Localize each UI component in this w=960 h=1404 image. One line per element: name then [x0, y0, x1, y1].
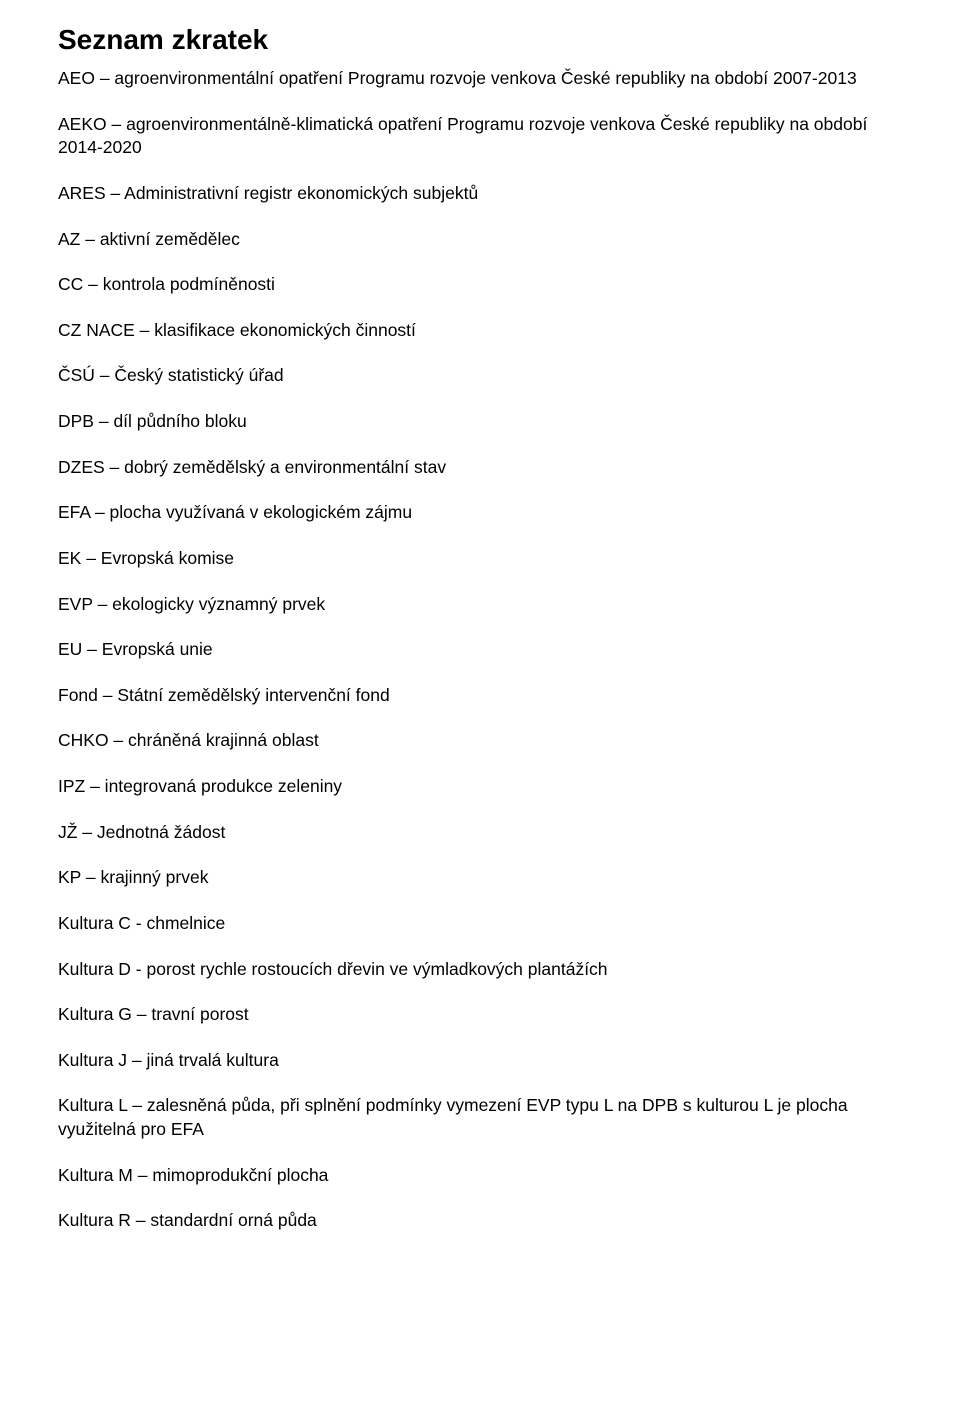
abbrev-entry: ČSÚ – Český statistický úřad [58, 364, 902, 388]
abbrev-entry: Kultura D - porost rychle rostoucích dře… [58, 958, 902, 982]
document-page: Seznam zkratek AEO – agroenvironmentální… [0, 0, 960, 1295]
abbrev-entry: Kultura L – zalesněná půda, při splnění … [58, 1094, 902, 1141]
abbrev-entry: Kultura R – standardní orná půda [58, 1209, 902, 1233]
abbrev-entry: CC – kontrola podmíněnosti [58, 273, 902, 297]
abbrev-entry: Kultura G – travní porost [58, 1003, 902, 1027]
abbrev-entry: Kultura C - chmelnice [58, 912, 902, 936]
abbrev-entry: EU – Evropská unie [58, 638, 902, 662]
abbrev-entry: DPB – díl půdního bloku [58, 410, 902, 434]
abbrev-entry: ARES – Administrativní registr ekonomick… [58, 182, 902, 206]
abbrev-entry: CZ NACE – klasifikace ekonomických činno… [58, 319, 902, 343]
page-title: Seznam zkratek [58, 22, 902, 57]
abbrev-entry: CHKO – chráněná krajinná oblast [58, 729, 902, 753]
abbrev-entry: Kultura M – mimoprodukční plocha [58, 1164, 902, 1188]
abbrev-entry: Kultura J – jiná trvalá kultura [58, 1049, 902, 1073]
abbrev-entry: IPZ – integrovaná produkce zeleniny [58, 775, 902, 799]
abbrev-entry: DZES – dobrý zemědělský a environmentáln… [58, 456, 902, 480]
abbrev-entry: KP – krajinný prvek [58, 866, 902, 890]
abbrev-entry: JŽ – Jednotná žádost [58, 821, 902, 845]
abbrev-entry: Fond – Státní zemědělský intervenční fon… [58, 684, 902, 708]
abbrev-entry: AEKO – agroenvironmentálně-klimatická op… [58, 113, 902, 160]
abbrev-entry: EK – Evropská komise [58, 547, 902, 571]
abbrev-entry: AZ – aktivní zemědělec [58, 228, 902, 252]
abbrev-entry: EVP – ekologicky významný prvek [58, 593, 902, 617]
abbrev-entry: EFA – plocha využívaná v ekologickém záj… [58, 501, 902, 525]
abbrev-entry: AEO – agroenvironmentální opatření Progr… [58, 67, 902, 91]
